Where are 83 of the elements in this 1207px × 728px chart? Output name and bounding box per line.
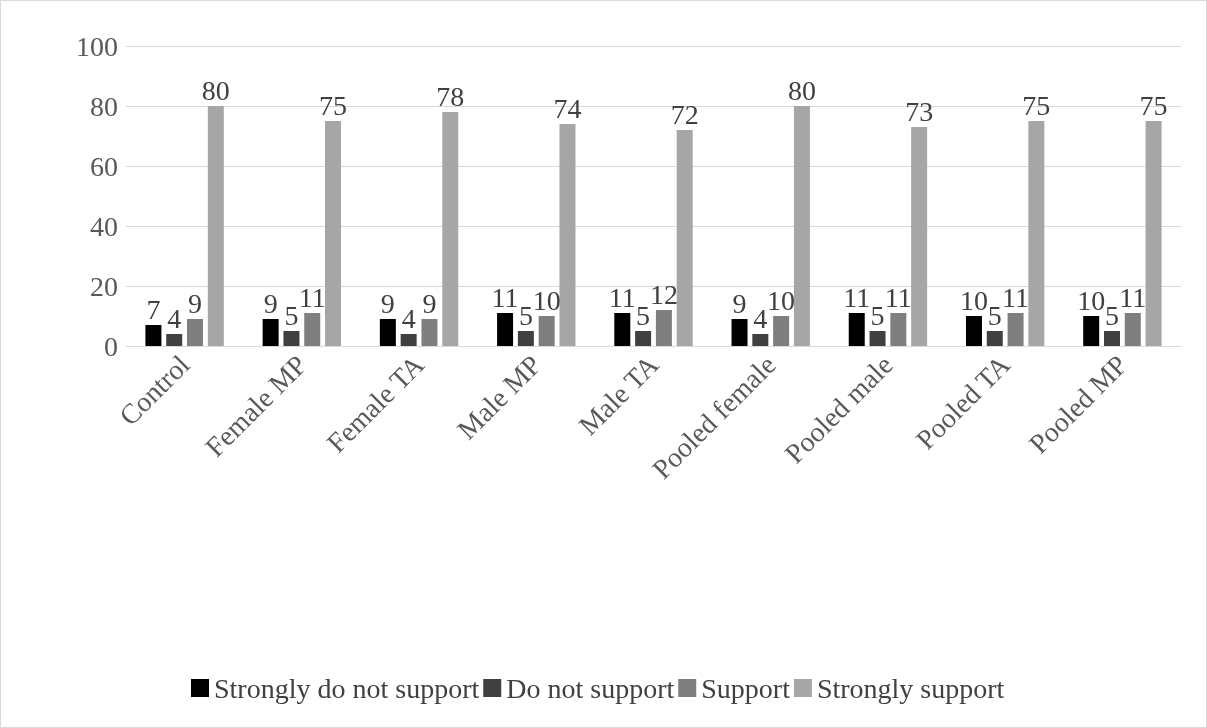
- data-label: 72: [670, 98, 699, 130]
- data-label: 11: [1002, 281, 1030, 313]
- data-label: 73: [905, 95, 934, 127]
- bar: [773, 316, 790, 346]
- bar: [517, 331, 534, 346]
- bar: [986, 331, 1003, 346]
- bar: [848, 313, 865, 346]
- bar: [676, 130, 693, 346]
- bar: [325, 121, 342, 346]
- data-label: 5: [518, 299, 533, 331]
- bar: [442, 112, 459, 346]
- data-label: 11: [491, 281, 519, 313]
- data-label: 74: [553, 92, 582, 124]
- bar: [655, 310, 672, 346]
- bar: [1083, 316, 1100, 346]
- data-label: 9: [188, 287, 203, 319]
- bar: [304, 313, 321, 346]
- data-label: 4: [401, 302, 416, 334]
- bar: [145, 325, 162, 346]
- data-label: 5: [1104, 299, 1119, 331]
- data-label: 10: [1077, 284, 1106, 316]
- data-label: 10: [532, 284, 561, 316]
- y-tick-label: 0: [104, 330, 118, 362]
- x-tick-label: Male TA: [572, 349, 665, 442]
- bar: [731, 319, 748, 346]
- data-label: 11: [298, 281, 326, 313]
- bar: [538, 316, 555, 346]
- bar: [614, 313, 631, 346]
- bar: [1124, 313, 1141, 346]
- data-label: 75: [1139, 89, 1168, 121]
- data-label: 4: [753, 302, 768, 334]
- bar: [965, 316, 982, 346]
- bar: [1103, 331, 1120, 346]
- data-label: 5: [987, 299, 1002, 331]
- bar: [283, 331, 300, 346]
- bar: [1007, 313, 1024, 346]
- legend-label: Strongly support: [816, 672, 1005, 704]
- data-label: 11: [1119, 281, 1147, 313]
- data-label: 5: [636, 299, 651, 331]
- bar: [635, 331, 652, 346]
- data-label: 11: [608, 281, 636, 313]
- data-label: 75: [319, 89, 348, 121]
- data-label: 11: [884, 281, 912, 313]
- data-label: 11: [843, 281, 871, 313]
- data-label: 9: [422, 287, 437, 319]
- bar: [559, 124, 576, 346]
- bar: [1145, 121, 1162, 346]
- data-label: 80: [787, 74, 816, 106]
- data-label: 80: [201, 74, 230, 106]
- y-tick-label: 60: [90, 150, 118, 182]
- bar: [262, 319, 279, 346]
- bar: [187, 319, 204, 346]
- data-label: 9: [263, 287, 278, 319]
- legend-label: Do not support: [506, 672, 675, 704]
- data-label: 9: [380, 287, 395, 319]
- bar: [911, 127, 928, 346]
- bar: [379, 319, 396, 346]
- bar: [166, 334, 183, 346]
- bar: [1028, 121, 1045, 346]
- data-label: 78: [436, 80, 465, 112]
- data-label: 10: [767, 284, 796, 316]
- bar: [869, 331, 886, 346]
- y-tick-label: 20: [90, 270, 118, 302]
- bar: [890, 313, 907, 346]
- data-label: 5: [284, 299, 299, 331]
- data-label: 5: [870, 299, 885, 331]
- legend-label: Strongly do not support: [214, 672, 480, 704]
- bar: [400, 334, 417, 346]
- bar: [752, 334, 769, 346]
- data-label: 4: [167, 302, 182, 334]
- bar: [497, 313, 514, 346]
- bar: [207, 106, 224, 346]
- bar: [793, 106, 810, 346]
- bar: [421, 319, 438, 346]
- y-tick-label: 100: [76, 30, 118, 62]
- data-label: 9: [732, 287, 747, 319]
- data-label: 10: [959, 284, 988, 316]
- data-label: 12: [649, 278, 678, 310]
- data-label: 7: [146, 293, 161, 325]
- legend-label: Support: [701, 672, 791, 704]
- data-label: 75: [1022, 89, 1051, 121]
- y-tick-label: 40: [90, 210, 118, 242]
- y-tick-label: 80: [90, 90, 118, 122]
